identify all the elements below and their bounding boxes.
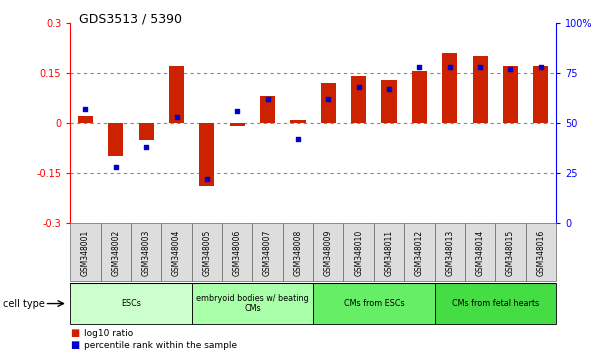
Text: GSM348016: GSM348016 (536, 230, 546, 276)
Point (414, 64, 424, 70)
Bar (404, 223, 434, 281)
Text: GSM348013: GSM348013 (445, 230, 454, 276)
Text: GSM348012: GSM348012 (415, 230, 424, 276)
Bar (70, 283, 192, 324)
Text: GSM348008: GSM348008 (293, 230, 302, 276)
Text: embryoid bodies w/ beating
CMs: embryoid bodies w/ beating CMs (196, 294, 309, 313)
Bar (290, 120, 306, 123)
Bar (472, 56, 488, 123)
Point (81, 106, 90, 112)
Bar (139, 123, 154, 140)
Bar (313, 223, 343, 281)
Point (505, 66, 515, 72)
Text: GSM348006: GSM348006 (233, 230, 242, 276)
Bar (434, 223, 465, 281)
Bar (108, 123, 123, 156)
Bar (192, 223, 222, 281)
Text: ■: ■ (70, 328, 79, 338)
Text: ESCs: ESCs (121, 299, 141, 308)
Bar (374, 223, 404, 281)
Text: GSM348015: GSM348015 (506, 230, 515, 276)
Bar (161, 223, 192, 281)
Bar (533, 66, 549, 123)
Bar (465, 223, 496, 281)
Bar (496, 223, 525, 281)
Text: GSM348004: GSM348004 (172, 230, 181, 276)
Text: GSM348002: GSM348002 (111, 230, 120, 276)
Bar (78, 116, 93, 123)
Point (202, 176, 212, 182)
Point (384, 86, 394, 92)
Bar (381, 80, 397, 123)
Text: CMs from fetal hearts: CMs from fetal hearts (452, 299, 539, 308)
Text: GSM348007: GSM348007 (263, 230, 272, 276)
Point (536, 64, 546, 70)
Point (232, 108, 242, 114)
Point (141, 144, 151, 150)
Point (354, 84, 364, 90)
Bar (252, 223, 283, 281)
Text: log10 ratio: log10 ratio (84, 329, 133, 338)
Point (263, 96, 273, 102)
Bar (70, 223, 101, 281)
Point (323, 96, 333, 102)
Text: cell type: cell type (3, 298, 45, 309)
Bar (434, 283, 556, 324)
Text: percentile rank within the sample: percentile rank within the sample (84, 342, 237, 350)
Text: GSM348010: GSM348010 (354, 230, 363, 276)
Bar (199, 123, 214, 186)
Bar (169, 66, 184, 123)
Text: ■: ■ (70, 341, 79, 350)
Bar (131, 223, 161, 281)
Text: GSM348009: GSM348009 (324, 230, 333, 276)
Bar (321, 83, 336, 123)
Point (172, 114, 181, 120)
Bar (283, 223, 313, 281)
Bar (525, 223, 556, 281)
Text: GSM348011: GSM348011 (384, 230, 393, 276)
Point (111, 164, 121, 170)
Bar (222, 223, 252, 281)
Bar (503, 66, 518, 123)
Bar (192, 283, 313, 324)
Text: GDS3513 / 5390: GDS3513 / 5390 (79, 12, 183, 25)
Bar (442, 53, 458, 123)
Text: CMs from ESCs: CMs from ESCs (343, 299, 404, 308)
Bar (101, 223, 131, 281)
Text: GSM348003: GSM348003 (142, 230, 151, 276)
Point (293, 136, 303, 142)
Text: GSM348014: GSM348014 (475, 230, 485, 276)
Text: GSM348001: GSM348001 (81, 230, 90, 276)
Bar (230, 123, 245, 126)
Text: GSM348005: GSM348005 (202, 230, 211, 276)
Bar (412, 72, 427, 123)
Bar (313, 283, 434, 324)
Bar (351, 76, 366, 123)
Point (475, 64, 485, 70)
Point (445, 64, 455, 70)
Bar (260, 96, 275, 123)
Bar (343, 223, 374, 281)
